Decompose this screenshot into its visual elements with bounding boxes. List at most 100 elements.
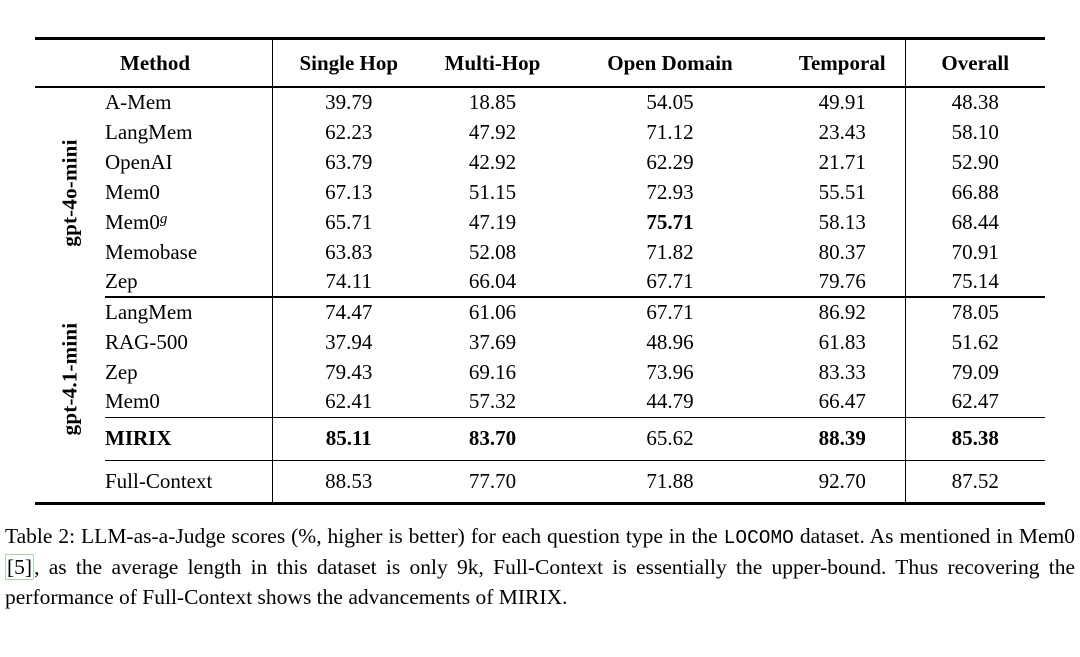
column-header-method: Method — [105, 38, 272, 88]
score-cell: 79.09 — [904, 357, 1045, 387]
score-cell: 88.53 — [271, 460, 425, 503]
empty-cell — [35, 460, 105, 503]
score-cell: 47.92 — [468, 119, 517, 144]
score-cell: 79.76 — [780, 267, 905, 298]
table-row: Mem0 67.13 51.15 72.93 55.51 66.88 — [35, 177, 1045, 207]
score-cell: 72.93 — [646, 179, 694, 204]
table-row: Zep 79.43 69.16 73.96 83.33 79.09 — [35, 357, 1045, 387]
table-row: gpt-4o-mini A-Mem 39.79 18.85 54.05 49.9… — [35, 87, 1045, 246]
score-cell: 52.08 — [468, 239, 517, 264]
score-cell: 58.10 — [904, 117, 1045, 147]
method-cell: Memobase — [105, 239, 198, 264]
score-cell: 57.32 — [468, 389, 517, 414]
table-row: Mem0 62.41 57.32 44.79 66.47 62.47 — [35, 387, 1045, 417]
score-cell: 86.92 — [818, 300, 866, 324]
table-row-mirix: MIRIX 85.11 83.70 65.62 88.39 85.38 — [35, 416, 1045, 461]
table-row: OpenAI 63.79 42.92 62.29 21.71 52.90 — [35, 147, 1045, 177]
score-cell: 55.51 — [818, 179, 866, 204]
table-row: Mem0g 65.71 47.19 75.71 58.13 68.44 — [35, 207, 1045, 237]
score-cell: 67.71 — [646, 300, 694, 324]
method-cell: RAG-500 — [105, 329, 188, 354]
score-cell: 62.23 — [271, 117, 425, 147]
score-cell: 47.19 — [468, 209, 517, 234]
table-row: RAG-500 37.94 37.69 48.96 61.83 51.62 — [35, 327, 1045, 357]
table-row: gpt-4.1-mini LangMem 74.47 61.06 67.71 8… — [35, 297, 1045, 435]
score-cell: 74.47 — [271, 297, 425, 327]
score-cell: 65.62 — [560, 416, 780, 461]
caption-text: Table 2: LLM-as-a-Judge scores (%, highe… — [5, 523, 724, 548]
table-row: Memobase 63.83 52.08 71.82 80.37 70.91 — [35, 237, 1045, 267]
score-cell-best: 85.11 — [271, 416, 425, 461]
column-header-multi-hop: Multi-Hop — [425, 38, 560, 88]
score-cell: 61.83 — [818, 329, 866, 354]
score-cell: 68.44 — [904, 207, 1045, 237]
score-cell: 73.96 — [646, 359, 694, 384]
score-cell: 79.43 — [271, 357, 425, 387]
score-cell: 77.70 — [468, 468, 517, 493]
score-cell: 71.88 — [646, 468, 694, 493]
table-row: Zep 74.11 66.04 67.71 79.76 75.14 — [35, 267, 1045, 298]
score-cell: 71.82 — [646, 239, 694, 264]
score-cell: 65.71 — [271, 207, 425, 237]
method-cell: Zep — [105, 359, 138, 384]
score-cell: 42.92 — [468, 149, 517, 174]
method-cell: Zep — [105, 267, 272, 298]
score-cell: 18.85 — [468, 90, 517, 114]
score-cell: 63.79 — [271, 147, 425, 177]
table-row-full-context: Full-Context 88.53 77.70 71.88 92.70 87.… — [35, 460, 1045, 503]
score-cell: 39.79 — [271, 87, 425, 117]
score-cell: 54.05 — [646, 90, 694, 114]
score-cell: 75.14 — [904, 267, 1045, 298]
score-cell: 21.71 — [818, 149, 866, 174]
method-cell: Mem0 — [105, 179, 160, 204]
caption-text: , as the average length in this dataset … — [5, 555, 1075, 609]
score-cell: 61.06 — [468, 300, 517, 324]
score-cell: 70.91 — [904, 237, 1045, 267]
score-cell: 67.13 — [271, 177, 425, 207]
score-cell: 37.94 — [271, 327, 425, 357]
score-cell: 48.96 — [646, 329, 694, 354]
table-caption: Table 2: LLM-as-a-Judge scores (%, highe… — [5, 522, 1075, 613]
score-cell: 51.62 — [904, 327, 1045, 357]
score-cell: 62.29 — [646, 149, 694, 174]
score-cell: 66.04 — [425, 267, 560, 298]
method-cell: Full-Context — [105, 468, 213, 493]
score-cell: 66.88 — [904, 177, 1045, 207]
dataset-name-code: LOCOMO — [723, 526, 794, 549]
score-cell: 62.41 — [271, 387, 425, 417]
paper-page: Method Single Hop Multi-Hop Open Domain … — [0, 37, 1080, 657]
column-header-open-domain: Open Domain — [560, 38, 780, 88]
results-table: Method Single Hop Multi-Hop Open Domain … — [35, 37, 1045, 505]
score-cell: 80.37 — [818, 239, 866, 264]
score-cell-best: 83.70 — [425, 416, 560, 461]
score-cell: 92.70 — [818, 468, 866, 493]
score-cell: 83.33 — [818, 359, 866, 384]
citation-link-5[interactable]: [5] — [5, 554, 35, 580]
method-cell: LangMem — [105, 300, 193, 324]
score-cell-best: 75.71 — [646, 209, 694, 234]
score-cell: 44.79 — [646, 389, 694, 414]
score-cell: 78.05 — [904, 297, 1045, 327]
score-cell: 87.52 — [904, 460, 1045, 503]
score-cell-best: 85.38 — [904, 416, 1045, 461]
score-cell: 48.38 — [904, 87, 1045, 117]
method-superscript-g: g — [159, 210, 168, 227]
group-label-gpt-4o-mini: gpt-4o-mini — [57, 138, 82, 247]
header-row: Method Single Hop Multi-Hop Open Domain … — [35, 38, 1045, 88]
method-cell: MIRIX — [105, 416, 272, 461]
column-header-temporal: Temporal — [780, 38, 905, 88]
method-cell: Mem0g — [105, 209, 168, 234]
score-cell: 74.11 — [271, 267, 425, 298]
score-cell: 37.69 — [468, 329, 517, 354]
score-cell: 51.15 — [468, 179, 517, 204]
score-cell: 63.83 — [271, 237, 425, 267]
group-label-gpt-4-1-mini: gpt-4.1-mini — [57, 322, 82, 435]
score-cell: 69.16 — [468, 359, 517, 384]
score-cell: 58.13 — [818, 209, 866, 234]
method-cell: A-Mem — [105, 90, 172, 114]
score-cell: 49.91 — [818, 90, 866, 114]
score-cell: 71.12 — [646, 119, 694, 144]
method-cell: Mem0 — [105, 389, 160, 414]
table-row: LangMem 62.23 47.92 71.12 23.43 58.10 — [35, 117, 1045, 147]
score-cell: 23.43 — [818, 119, 866, 144]
